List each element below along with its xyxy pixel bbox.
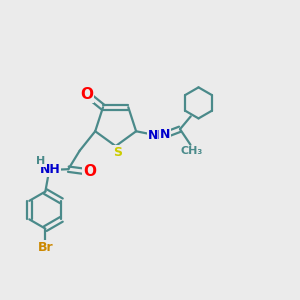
Text: O: O [80, 87, 93, 102]
Text: S: S [113, 146, 122, 159]
Text: NH: NH [148, 129, 169, 142]
Text: Br: Br [38, 241, 53, 254]
Text: O: O [83, 164, 96, 179]
Text: H: H [36, 156, 45, 167]
Text: CH₃: CH₃ [181, 146, 203, 156]
Text: N: N [160, 128, 170, 141]
Text: NH: NH [39, 163, 60, 176]
